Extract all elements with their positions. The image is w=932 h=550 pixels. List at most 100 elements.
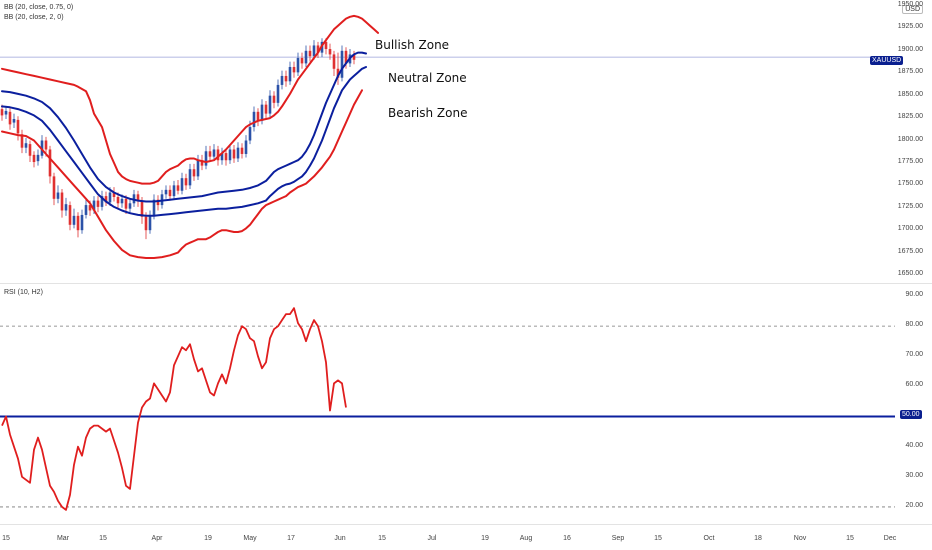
rsi-y-tick-label: 80.00 bbox=[905, 321, 923, 329]
bullish-zone-label: Bullish Zone bbox=[375, 38, 450, 52]
x-tick-label: 15 bbox=[654, 535, 662, 542]
candle-up bbox=[220, 153, 224, 161]
x-tick-label: 19 bbox=[481, 535, 489, 542]
candle-up bbox=[288, 66, 292, 82]
candle-up bbox=[92, 200, 96, 211]
candle-down bbox=[112, 192, 116, 198]
candle-up bbox=[12, 118, 16, 123]
candle-down bbox=[232, 149, 236, 159]
price-y-tick-label: 1825.00 bbox=[897, 113, 923, 121]
symbol-price-tag: XAUUSD bbox=[870, 56, 904, 65]
candle-down bbox=[284, 75, 288, 82]
candle-down bbox=[292, 66, 296, 73]
candle-up bbox=[252, 111, 256, 128]
price-y-tick-label: 1950.00 bbox=[897, 1, 923, 8]
price-y-tick-label: 1675.00 bbox=[897, 247, 923, 255]
candle-up bbox=[56, 192, 60, 199]
candle-down bbox=[168, 189, 172, 197]
candle-down bbox=[224, 153, 228, 161]
x-tick-label: Aug bbox=[519, 535, 533, 542]
candle-down bbox=[272, 95, 276, 103]
x-tick-label: Sep bbox=[611, 535, 625, 542]
candle-down bbox=[208, 151, 212, 157]
candle-down bbox=[16, 119, 20, 134]
price-y-tick-label: 1875.00 bbox=[897, 68, 923, 76]
bb-inner-upper-band bbox=[1, 51, 367, 203]
candle-up bbox=[248, 127, 252, 141]
x-tick-label: Dec bbox=[883, 535, 897, 542]
rsi-y-tick-label: 20.00 bbox=[905, 501, 923, 509]
price-y-tick-label: 1700.00 bbox=[897, 225, 923, 233]
candle-up bbox=[164, 189, 168, 195]
bb1-label: BB (20, close, 0.75, 0) bbox=[4, 4, 74, 11]
candle-up bbox=[100, 196, 104, 207]
price-y-tick-label: 1900.00 bbox=[897, 45, 923, 53]
candle-up bbox=[196, 160, 200, 177]
x-tick-label: 18 bbox=[754, 535, 762, 542]
candle-up bbox=[228, 149, 232, 161]
candle-up bbox=[172, 185, 176, 197]
candle-down bbox=[136, 194, 140, 201]
candle-up bbox=[244, 140, 248, 154]
candle-up bbox=[296, 58, 300, 73]
bearish-zone-label: Bearish Zone bbox=[388, 106, 468, 120]
x-tick-label: Nov bbox=[793, 535, 807, 542]
rsi-label: RSI (10, H2) bbox=[4, 289, 43, 296]
candle-up bbox=[276, 84, 280, 103]
candle-down bbox=[184, 178, 188, 186]
candle-down bbox=[76, 215, 80, 231]
rsi-y-tick-label: 90.00 bbox=[905, 291, 923, 299]
candle-up bbox=[340, 50, 344, 78]
price-y-tick-label: 1850.00 bbox=[897, 90, 923, 98]
candle-down bbox=[300, 58, 304, 64]
candle-down bbox=[328, 49, 332, 55]
candle-up bbox=[152, 199, 156, 216]
x-tick-label: Mar bbox=[56, 535, 70, 542]
rsi-y-tick-label: 60.00 bbox=[905, 381, 923, 389]
candle-down bbox=[20, 134, 24, 148]
price-y-tick-label: 1650.00 bbox=[897, 270, 923, 278]
x-tick-label: 15 bbox=[378, 535, 386, 542]
candle-down bbox=[332, 54, 336, 69]
candle-down bbox=[140, 200, 144, 217]
candle-up bbox=[64, 204, 68, 211]
candle-down bbox=[28, 144, 32, 156]
candle-up bbox=[24, 143, 28, 148]
candle-up bbox=[4, 110, 8, 115]
candle-down bbox=[44, 140, 48, 150]
candle-up bbox=[180, 178, 184, 191]
candle-up bbox=[236, 147, 240, 159]
x-tick-label: 15 bbox=[99, 535, 107, 542]
candle-up bbox=[188, 169, 192, 186]
candle-down bbox=[116, 197, 120, 204]
candle-up bbox=[80, 214, 84, 231]
candle-down bbox=[8, 111, 12, 125]
rsi-y-tick-label: 70.00 bbox=[905, 351, 923, 359]
candle-up bbox=[84, 205, 88, 215]
candle-down bbox=[32, 154, 36, 163]
x-tick-label: 16 bbox=[563, 535, 571, 542]
x-tick-label: Jun bbox=[334, 535, 346, 542]
candle-down bbox=[48, 149, 52, 177]
candle-up bbox=[260, 104, 264, 121]
candle-down bbox=[0, 109, 4, 116]
currency-button[interactable]: USD bbox=[902, 5, 923, 14]
candle-down bbox=[216, 149, 220, 161]
x-tick-label: 15 bbox=[2, 535, 10, 542]
candle-up bbox=[304, 50, 308, 64]
x-tick-label: 15 bbox=[846, 535, 854, 542]
candle-up bbox=[204, 151, 208, 166]
candle-up bbox=[148, 215, 152, 231]
candle-down bbox=[344, 50, 348, 64]
candle-up bbox=[120, 198, 124, 204]
candle-up bbox=[280, 75, 284, 85]
candle-down bbox=[240, 147, 244, 154]
candle-down bbox=[124, 198, 128, 209]
candle-down bbox=[324, 41, 328, 50]
candle-down bbox=[88, 205, 92, 211]
candle-down bbox=[60, 192, 64, 211]
candle-down bbox=[256, 111, 260, 121]
bb-outer-upper-band bbox=[1, 14, 379, 185]
candle-down bbox=[52, 176, 56, 199]
